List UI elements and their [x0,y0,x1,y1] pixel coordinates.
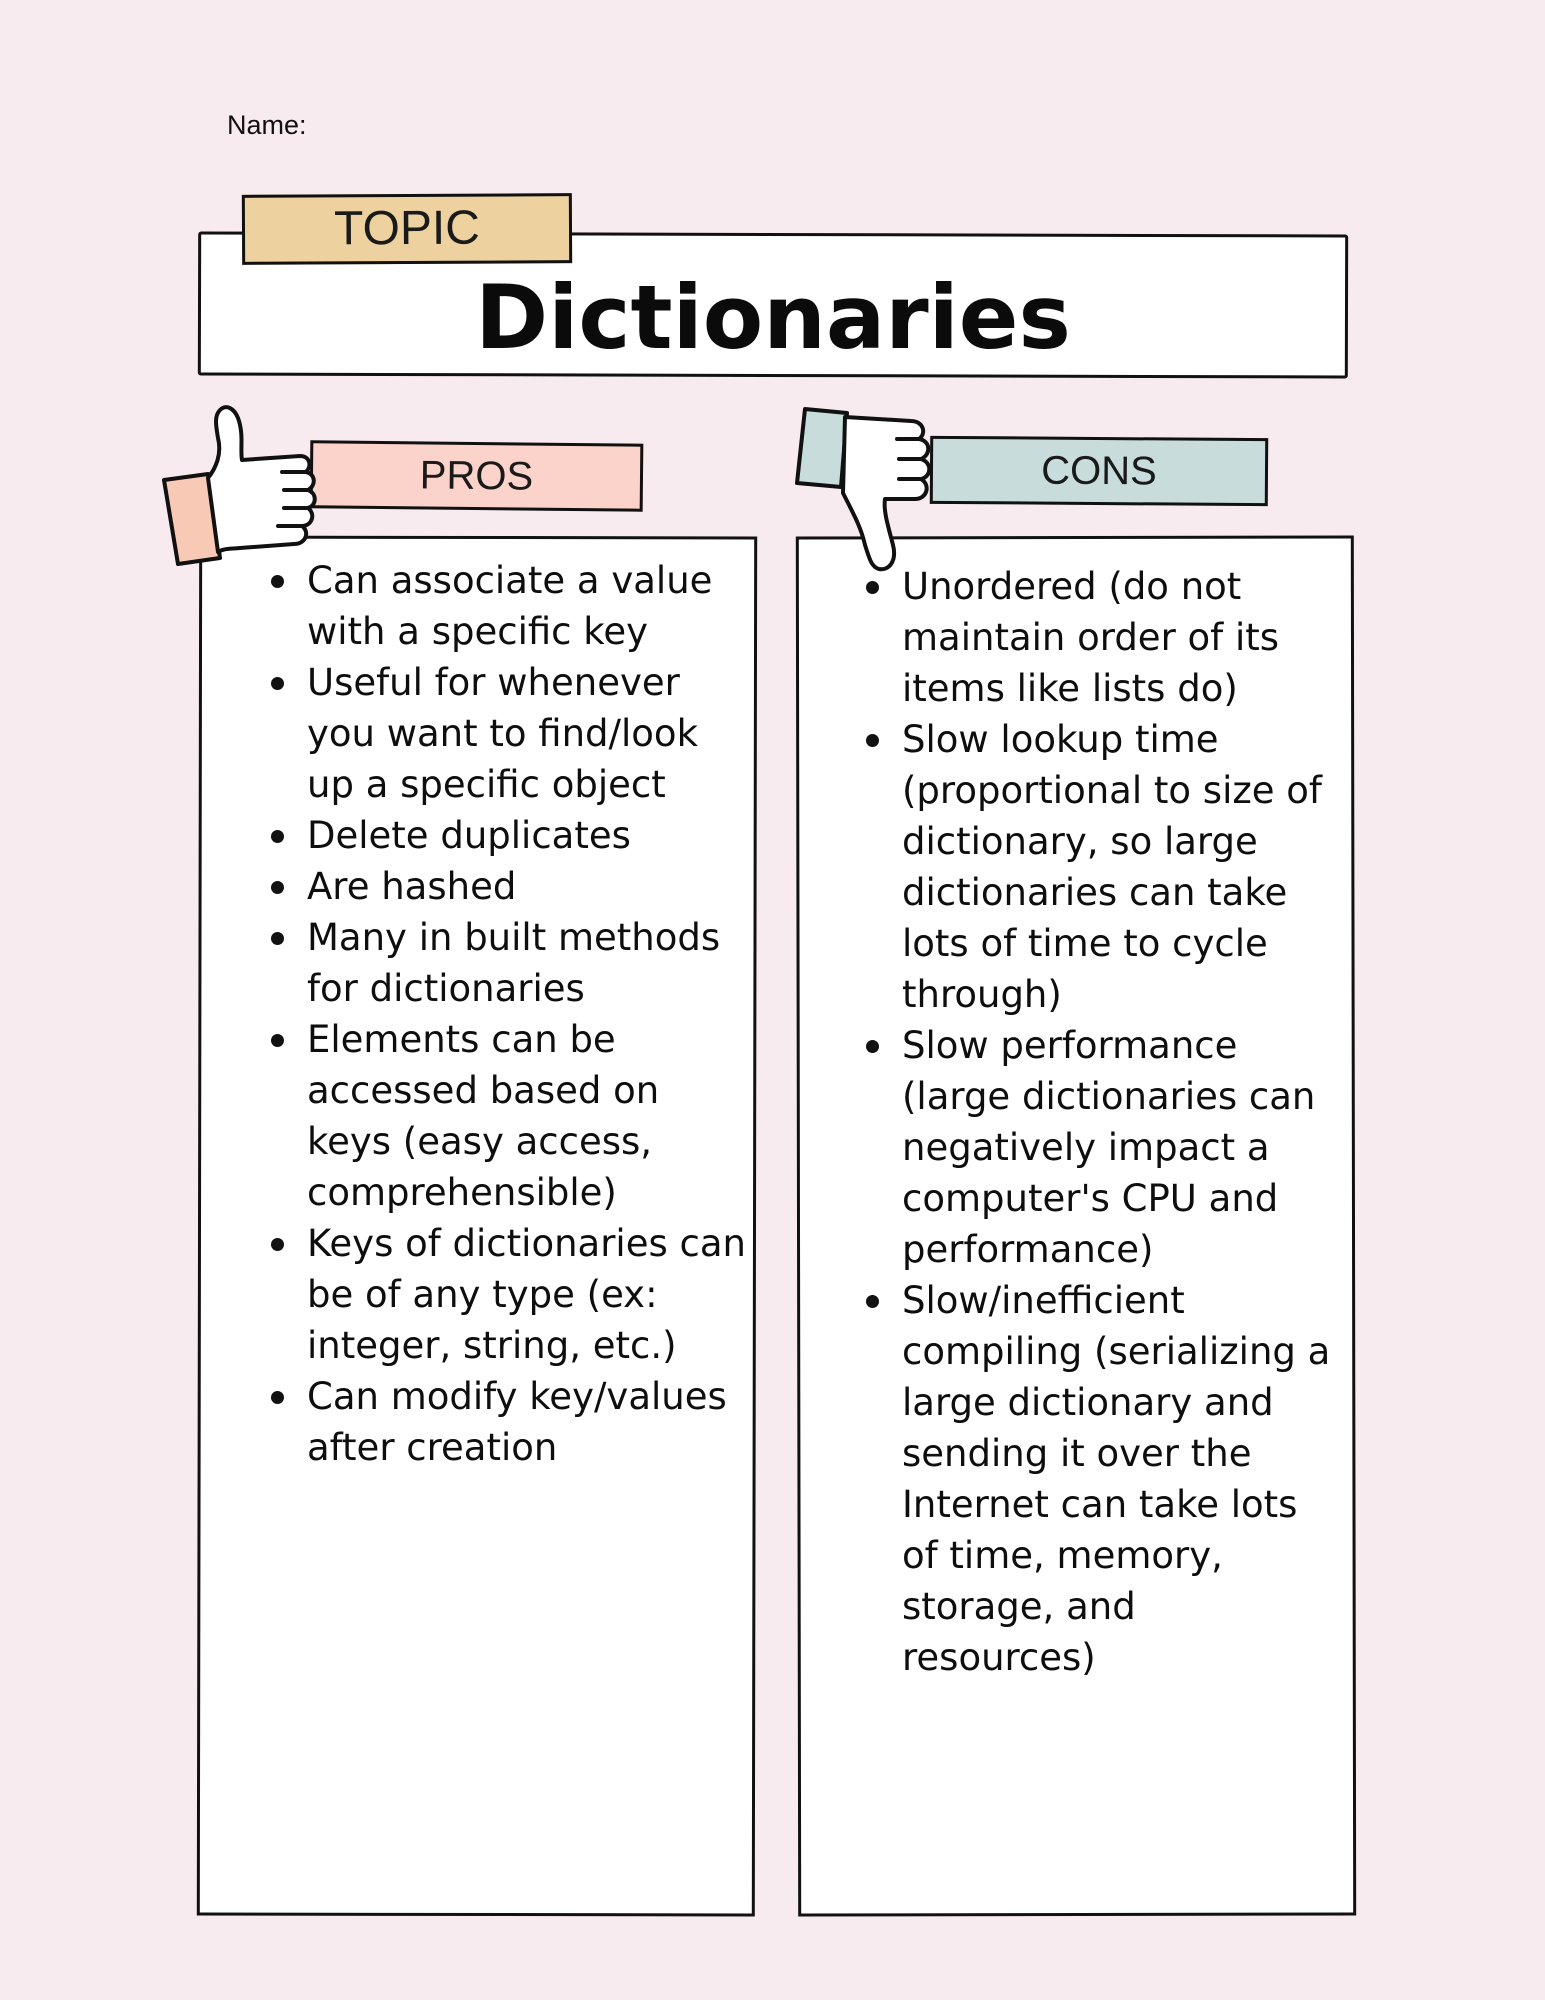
list-item: Many in built methods for dictionaries [271,912,747,1014]
list-item: Can associate a value with a specific ke… [271,555,747,657]
list-item: Keys of dictionaries can be of any type … [271,1218,747,1371]
bullet-icon [866,1295,879,1308]
pros-label: PROS [309,440,644,512]
bullet-icon [866,581,879,594]
name-label: Name: [227,110,307,140]
list-item: Are hashed [271,861,747,912]
bullet-icon [271,1034,284,1047]
thumbs-down-icon [795,407,932,572]
bullet-icon [271,1391,284,1404]
topic-tab: TOPIC [241,193,573,265]
bullet-icon [271,1238,284,1251]
list-item: Delete duplicates [271,810,747,861]
pros-list: Can associate a value with a specific ke… [271,555,747,1473]
list-item: Unordered (do not maintain order of its … [866,561,1332,714]
thumbs-up-icon [162,405,317,566]
bullet-icon [271,575,284,588]
bullet-icon [271,830,284,843]
list-item: Can modify key/values after creation [271,1371,747,1473]
bullet-icon [271,677,284,690]
list-item: Useful for whenever you want to find/loo… [271,657,747,810]
list-item: Elements can be accessed based on keys (… [271,1014,747,1218]
cons-list: Unordered (do not maintain order of its … [866,561,1332,1683]
bullet-icon [866,734,879,747]
bullet-icon [866,1040,879,1053]
list-item: Slow lookup time (proportional to size o… [866,714,1332,1020]
bullet-icon [271,932,284,945]
bullet-icon [271,881,284,894]
cons-label: CONS [929,435,1269,507]
topic-title: Dictionaries [475,266,1071,369]
list-item: Slow/inefficient compiling (serializing … [866,1275,1332,1683]
list-item: Slow performance (large dictionaries can… [866,1020,1332,1275]
